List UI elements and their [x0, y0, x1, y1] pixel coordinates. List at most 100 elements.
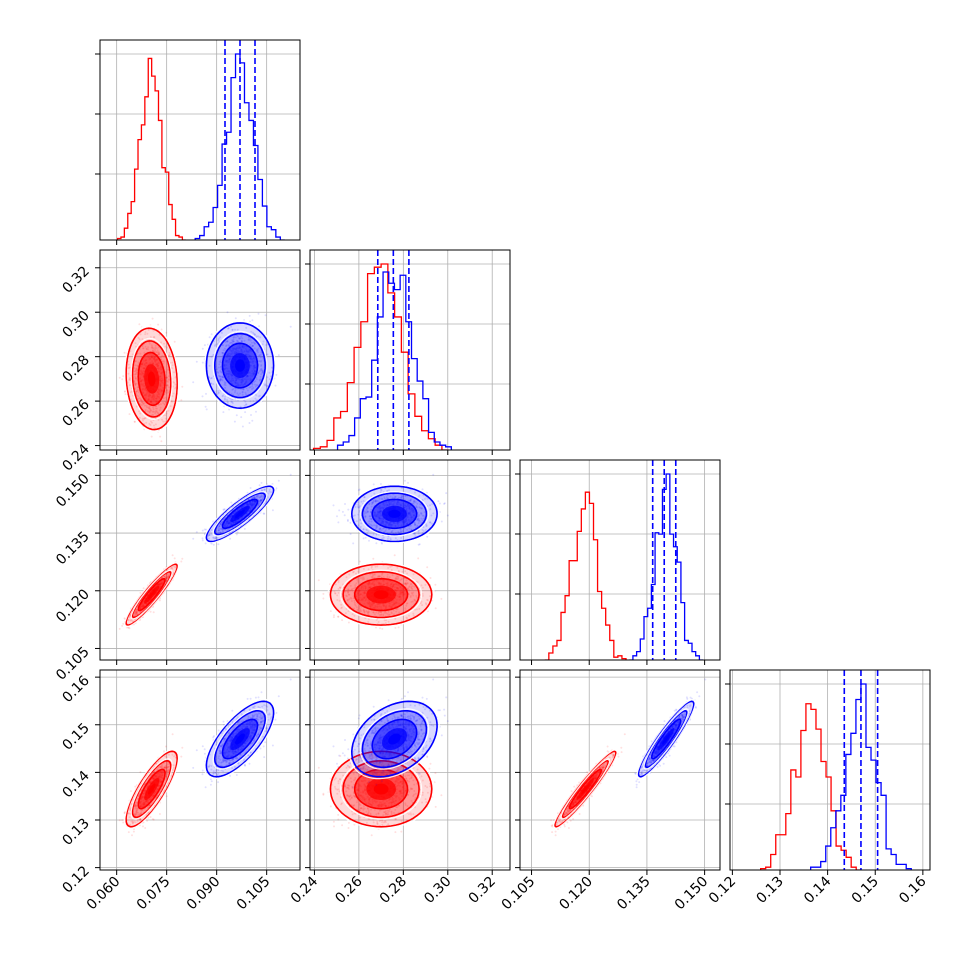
- scatter-point: [234, 328, 236, 331]
- scatter-point: [386, 573, 389, 576]
- scatter-point: [165, 331, 168, 334]
- scatter-point: [248, 314, 251, 317]
- scatter-point: [258, 500, 260, 503]
- scatter-point: [377, 575, 380, 578]
- contour-halo: [212, 491, 268, 537]
- scatter-point: [395, 577, 398, 580]
- scatter-point: [376, 525, 379, 528]
- scatter-point: [233, 420, 236, 423]
- scatter-point: [149, 336, 152, 339]
- scatter-point: [412, 573, 415, 576]
- scatter-point: [165, 392, 168, 395]
- scatter-point: [388, 613, 391, 616]
- scatter-point: [135, 405, 138, 408]
- scatter-point: [250, 414, 252, 416]
- scatter-point: [378, 614, 381, 616]
- scatter-point: [411, 592, 414, 595]
- scatter-point: [151, 346, 154, 349]
- scatter-point: [228, 342, 231, 345]
- scatter-point: [415, 608, 418, 611]
- scatter-point: [154, 423, 157, 426]
- scatter-point: [145, 421, 148, 424]
- scatter-point: [203, 528, 206, 531]
- scatter-point: [228, 344, 231, 347]
- scatter-point: [429, 577, 432, 579]
- scatter-point: [208, 534, 211, 537]
- scatter-point: [370, 575, 373, 578]
- scatter-point: [222, 394, 225, 397]
- y-tick-label: 0.28: [59, 352, 92, 385]
- scatter-point: [192, 537, 195, 540]
- scatter-point: [147, 346, 150, 349]
- scatter-point: [195, 531, 198, 534]
- scatter-point: [399, 578, 402, 581]
- scatter-point: [134, 613, 137, 616]
- scatter-point: [389, 565, 392, 568]
- scatter-point: [221, 375, 224, 378]
- scatter-point: [219, 378, 222, 381]
- scatter-point: [378, 611, 380, 613]
- scatter-point: [363, 610, 366, 613]
- scatter-point: [340, 607, 343, 610]
- scatter-point: [219, 378, 222, 381]
- scatter-point: [230, 400, 233, 403]
- scatter-point: [208, 533, 210, 536]
- scatter-point: [255, 348, 258, 351]
- scatter-point: [135, 611, 138, 613]
- scatter-point: [171, 566, 174, 569]
- scatter-point: [365, 610, 368, 612]
- y-tick-label: 0.32: [59, 263, 92, 296]
- scatter-point: [255, 335, 258, 338]
- contour-halo: [327, 561, 435, 628]
- scatter-point: [133, 367, 136, 370]
- scatter-point: [372, 573, 375, 576]
- scatter-point: [218, 360, 221, 363]
- scatter-point: [413, 598, 416, 601]
- scatter-point: [256, 494, 258, 497]
- scatter-point: [136, 386, 139, 389]
- scatter-point: [221, 395, 224, 398]
- scatter-point: [219, 522, 222, 525]
- scatter-point: [263, 488, 266, 491]
- scatter-point: [217, 532, 220, 534]
- scatter-point: [136, 390, 139, 393]
- scatter-point: [274, 384, 277, 387]
- scatter-point: [260, 359, 263, 362]
- scatter-point: [170, 400, 173, 402]
- scatter-point: [150, 346, 153, 349]
- scatter-point: [138, 338, 141, 341]
- scatter-point: [379, 491, 382, 494]
- scatter-point: [224, 341, 227, 343]
- scatter-point: [154, 349, 157, 352]
- scatter-point: [226, 400, 229, 403]
- scatter-point: [140, 399, 143, 402]
- scatter-point: [387, 567, 390, 569]
- scatter-point: [157, 352, 160, 355]
- scatter-point: [157, 353, 160, 355]
- scatter-point: [164, 576, 167, 579]
- scatter-point: [221, 379, 224, 382]
- scatter-point: [349, 584, 352, 587]
- scatter-point: [357, 501, 360, 504]
- scatter-point: [165, 380, 168, 383]
- scatter-point: [357, 580, 360, 583]
- contour-line: [205, 485, 275, 543]
- scatter-point: [221, 376, 224, 379]
- scatter-point: [362, 576, 365, 579]
- scatter-point: [410, 586, 413, 589]
- scatter-point: [419, 512, 422, 515]
- scatter-point: [145, 348, 148, 351]
- scatter-point: [180, 560, 183, 563]
- scatter-point: [260, 481, 263, 484]
- scatter-point: [151, 421, 153, 424]
- scatter-point: [240, 340, 243, 343]
- scatter-point: [223, 382, 226, 385]
- scatter-point: [338, 599, 341, 602]
- scatter-point: [135, 610, 138, 612]
- scatter-point: [257, 372, 260, 375]
- scatter-point: [358, 560, 361, 563]
- scatter-point: [159, 357, 162, 359]
- scatter-point: [410, 587, 413, 590]
- scatter-point: [220, 527, 223, 530]
- contour-line: [213, 332, 267, 399]
